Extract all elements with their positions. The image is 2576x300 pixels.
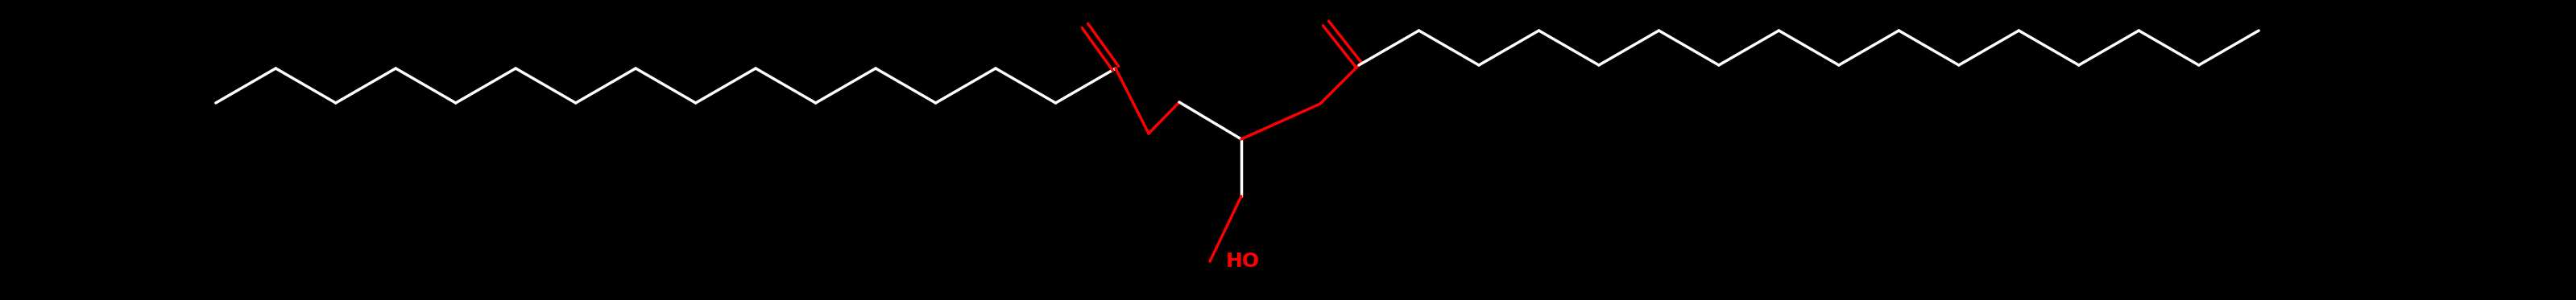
Text: HO: HO	[1226, 252, 1260, 271]
